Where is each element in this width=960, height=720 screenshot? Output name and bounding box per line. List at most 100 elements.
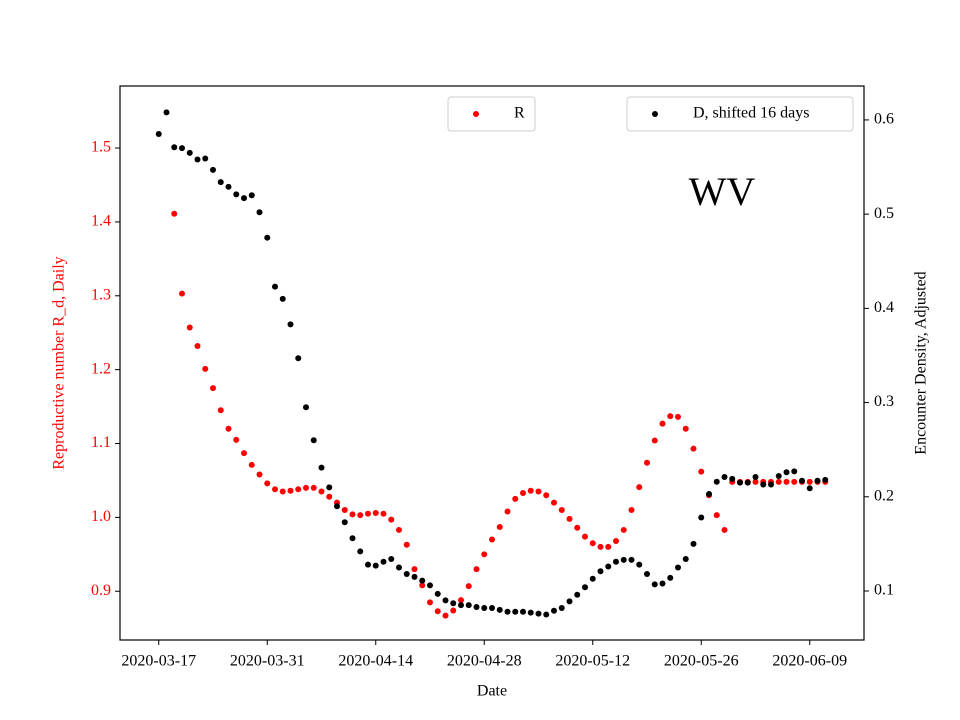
- point: [256, 471, 263, 478]
- point: [233, 436, 240, 443]
- point: [814, 477, 821, 484]
- point: [380, 510, 387, 517]
- point: [551, 499, 557, 506]
- point: [434, 608, 441, 615]
- y2-tick-label: 0.5: [874, 205, 894, 222]
- point: [659, 580, 666, 587]
- point: [558, 506, 565, 513]
- point: [334, 503, 340, 510]
- point: [605, 543, 612, 550]
- point: [512, 608, 519, 615]
- point: [806, 478, 813, 485]
- point: [303, 404, 309, 411]
- y2-tick-label: 0.6: [874, 111, 894, 128]
- point: [520, 608, 526, 615]
- point: [419, 582, 426, 589]
- point: [287, 487, 294, 494]
- point: [791, 478, 798, 485]
- point: [217, 179, 224, 186]
- legend-label: D, shifted 16 days: [693, 105, 809, 122]
- point: [341, 519, 348, 526]
- y-tick-label: 1.4: [91, 213, 111, 230]
- point: [512, 495, 519, 502]
- y-tick-label: 1.0: [91, 508, 111, 525]
- y-tick-label: 0.9: [91, 582, 111, 599]
- point: [675, 564, 681, 571]
- x-tick-label: 2020-05-26: [664, 653, 739, 670]
- point: [279, 295, 286, 302]
- point: [690, 540, 697, 547]
- x-tick-label: 2020-06-09: [772, 653, 847, 670]
- point: [527, 609, 534, 616]
- point: [535, 610, 542, 617]
- point: [225, 183, 232, 190]
- point: [574, 524, 581, 531]
- point: [496, 606, 503, 613]
- y-tick-label: 1.5: [91, 139, 111, 156]
- point: [186, 149, 193, 156]
- point: [225, 425, 232, 432]
- point: [427, 599, 433, 606]
- point: [217, 407, 224, 414]
- point: [326, 493, 333, 500]
- point: [651, 581, 658, 588]
- point: [465, 583, 472, 590]
- point: [698, 468, 705, 475]
- y-tick-label: 1.3: [91, 286, 111, 303]
- point: [729, 475, 736, 482]
- point: [179, 145, 185, 152]
- point: [489, 604, 495, 611]
- point: [752, 478, 759, 485]
- point: [651, 437, 658, 444]
- point: [458, 602, 464, 609]
- point: [287, 321, 294, 328]
- plot-frame: [119, 85, 865, 641]
- y2-axis-label: Encounter Density, Adjusted: [913, 271, 930, 454]
- point: [318, 464, 325, 471]
- point: [295, 486, 302, 493]
- point: [357, 512, 364, 519]
- point: [721, 474, 728, 481]
- point: [310, 484, 317, 491]
- point: [365, 561, 371, 568]
- point: [388, 555, 395, 562]
- point: [427, 582, 433, 589]
- point: [791, 468, 798, 475]
- x-tick-label: 2020-03-31: [230, 653, 305, 670]
- point: [597, 543, 604, 550]
- point: [566, 598, 573, 605]
- point: [551, 607, 557, 614]
- point: [194, 343, 201, 350]
- point: [620, 556, 627, 563]
- point: [504, 608, 511, 615]
- point: [760, 481, 767, 488]
- point: [272, 283, 278, 290]
- point: [179, 290, 185, 297]
- point: [473, 604, 480, 611]
- point: [264, 480, 271, 487]
- y2-tick-label: 0.4: [874, 299, 894, 316]
- x-tick-label: 2020-03-17: [121, 653, 196, 670]
- point: [155, 131, 162, 138]
- y2-tick-label: 0.3: [874, 393, 894, 410]
- point: [682, 555, 689, 562]
- point: [535, 488, 542, 495]
- point: [783, 478, 790, 485]
- point: [473, 566, 480, 573]
- point: [682, 425, 689, 432]
- point: [558, 604, 565, 611]
- x-axis-label: Date: [477, 683, 507, 700]
- point: [442, 597, 449, 604]
- point: [303, 484, 309, 491]
- point: [620, 526, 627, 533]
- point: [644, 571, 650, 578]
- point: [396, 564, 402, 571]
- point: [589, 540, 596, 547]
- point: [163, 109, 170, 116]
- x-tick-label: 2020-05-12: [555, 653, 630, 670]
- point: [248, 192, 255, 199]
- point: [775, 473, 782, 480]
- point: [419, 577, 426, 584]
- point: [411, 573, 418, 580]
